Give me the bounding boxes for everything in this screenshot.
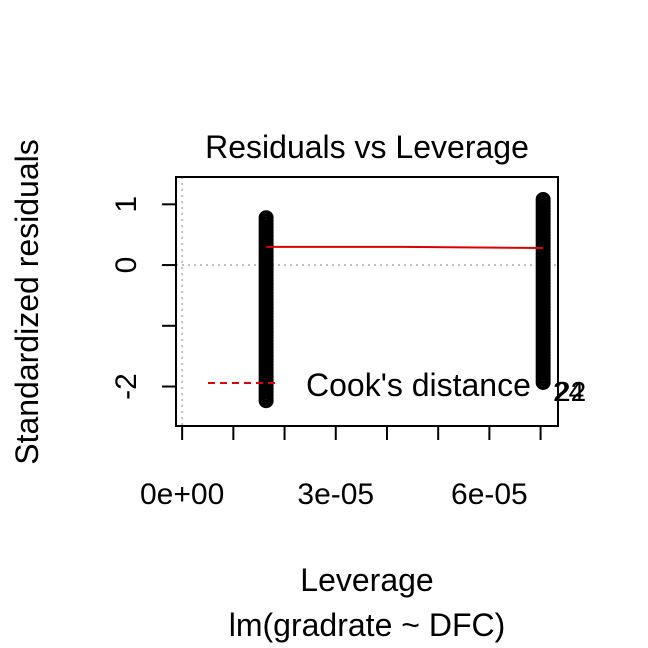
point-labels: 24 22 <box>553 376 586 407</box>
point-label-22: 22 <box>555 376 586 407</box>
smoother-line <box>266 245 544 250</box>
smoother-line-group <box>266 245 544 250</box>
y-tick-label: 0 <box>110 257 143 274</box>
data-point <box>535 374 551 390</box>
y-tick-label: 1 <box>110 196 143 213</box>
y-axis-label: Standardized residuals <box>9 139 45 465</box>
y-tick-label: -2 <box>110 373 143 400</box>
x-axis-sublabel: lm(gradrate ~ DFC) <box>229 607 506 643</box>
legend-cooks-distance-label: Cook's distance <box>306 367 531 403</box>
point-label-24: 24 <box>553 376 584 407</box>
chart-title: Residuals vs Leverage <box>205 129 529 165</box>
x-tick-label: 6e-05 <box>451 478 528 511</box>
legend: Cook's distance <box>208 367 531 403</box>
y-axis: -2 0 1 <box>110 196 177 400</box>
x-tick-label: 3e-05 <box>297 478 374 511</box>
x-tick-label: 0e+00 <box>140 478 224 511</box>
data-point <box>258 393 274 409</box>
x-axis-label: Leverage <box>300 562 433 598</box>
x-axis: 0e+00 3e-05 6e-05 <box>140 425 542 511</box>
data-points <box>258 191 551 409</box>
reference-lines <box>176 177 558 426</box>
